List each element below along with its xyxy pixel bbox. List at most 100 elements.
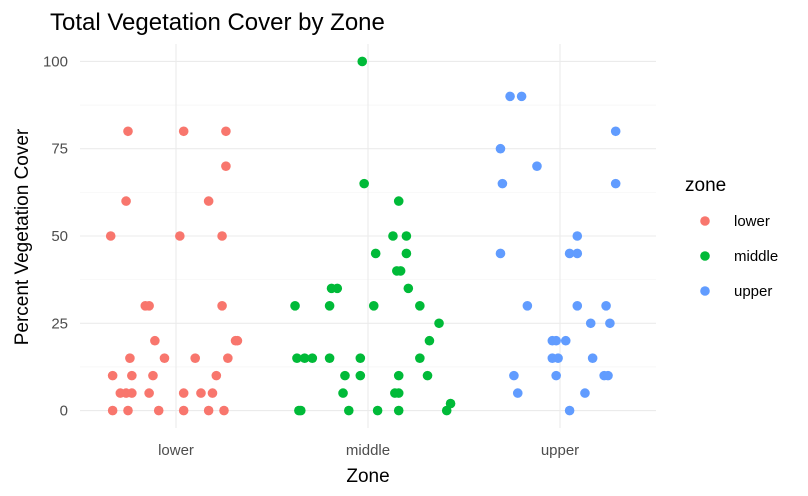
- data-point: [603, 370, 613, 381]
- data-point: [219, 405, 229, 416]
- data-point: [159, 353, 170, 363]
- data-point: [393, 370, 404, 381]
- legend-key-lower: [700, 216, 710, 226]
- data-point: [424, 335, 435, 346]
- data-point: [551, 370, 561, 381]
- data-point: [393, 388, 404, 398]
- x-axis-ticks: lower middle upper: [158, 442, 579, 459]
- data-point: [532, 161, 542, 171]
- data-point: [441, 405, 452, 416]
- data-point: [605, 318, 615, 329]
- data-point: [123, 126, 133, 137]
- series-lower: [105, 126, 243, 416]
- data-point: [324, 301, 335, 311]
- data-point: [125, 353, 135, 363]
- data-point: [153, 405, 164, 416]
- data-point: [610, 178, 621, 189]
- legend-label-upper: upper: [734, 283, 772, 300]
- data-point: [340, 370, 350, 381]
- data-point: [393, 405, 404, 416]
- y-tick-label: 50: [51, 228, 68, 245]
- data-point: [357, 56, 368, 67]
- data-point: [307, 353, 318, 363]
- data-point: [127, 370, 137, 381]
- data-point: [572, 231, 583, 241]
- data-point: [223, 353, 233, 363]
- data-point: [338, 388, 348, 398]
- data-point: [422, 370, 433, 381]
- data-point: [610, 126, 621, 137]
- data-point: [445, 398, 456, 409]
- data-point: [123, 405, 133, 416]
- data-point: [203, 405, 214, 416]
- chart-title: Total Vegetation Cover by Zone: [50, 9, 385, 36]
- data-point: [178, 126, 189, 137]
- data-point: [495, 248, 506, 259]
- data-point: [107, 405, 118, 416]
- data-point: [512, 388, 523, 398]
- data-point: [403, 283, 414, 294]
- data-point: [551, 335, 561, 346]
- data-point: [587, 353, 598, 363]
- legend-key-middle: [700, 251, 710, 261]
- y-axis-ticks: 0 25 50 75 100: [43, 53, 68, 419]
- data-point: [217, 301, 227, 311]
- series-upper: [495, 91, 621, 416]
- data-point: [553, 353, 563, 363]
- data-point: [393, 196, 404, 206]
- data-point: [196, 388, 206, 398]
- legend-title: zone: [685, 175, 726, 196]
- data-point: [144, 388, 154, 398]
- data-point: [290, 301, 300, 311]
- data-point: [144, 301, 154, 311]
- data-point: [395, 266, 406, 276]
- x-tick-label: upper: [541, 442, 579, 459]
- data-point: [415, 353, 425, 363]
- data-point: [178, 388, 189, 398]
- data-point: [292, 353, 302, 363]
- data-point: [344, 405, 354, 416]
- data-point: [509, 370, 519, 381]
- y-tick-label: 75: [51, 141, 68, 158]
- data-point: [121, 196, 131, 206]
- data-point: [299, 353, 310, 363]
- legend-label-lower: lower: [734, 213, 770, 230]
- data-point: [370, 248, 381, 259]
- data-point: [105, 231, 116, 241]
- data-point: [150, 335, 160, 346]
- y-axis-title: Percent Vegetation Cover: [12, 128, 33, 345]
- data-point: [221, 161, 231, 171]
- data-point: [211, 370, 222, 381]
- data-point: [127, 388, 137, 398]
- data-point: [190, 353, 200, 363]
- data-point: [359, 178, 369, 189]
- data-point: [372, 405, 383, 416]
- data-point: [401, 248, 412, 259]
- legend-key-upper: [700, 286, 710, 296]
- x-tick-label: middle: [346, 442, 390, 459]
- data-point: [107, 370, 118, 381]
- data-point: [580, 388, 590, 398]
- data-point: [522, 301, 533, 311]
- data-point: [560, 335, 571, 346]
- data-point: [332, 283, 343, 294]
- y-tick-label: 0: [60, 403, 68, 420]
- data-point: [296, 405, 306, 416]
- data-point: [355, 353, 366, 363]
- data-point: [505, 91, 515, 102]
- data-point: [415, 301, 425, 311]
- x-axis-title: Zone: [346, 466, 389, 487]
- data-point: [217, 231, 227, 241]
- data-point: [232, 335, 243, 346]
- data-point: [434, 318, 444, 329]
- legend-label-middle: middle: [734, 248, 778, 265]
- data-point: [368, 301, 379, 311]
- grid: [80, 44, 656, 428]
- data-point: [355, 370, 366, 381]
- data-point: [572, 248, 583, 259]
- data-point: [203, 196, 214, 206]
- data-points: [105, 56, 621, 416]
- data-point: [572, 301, 583, 311]
